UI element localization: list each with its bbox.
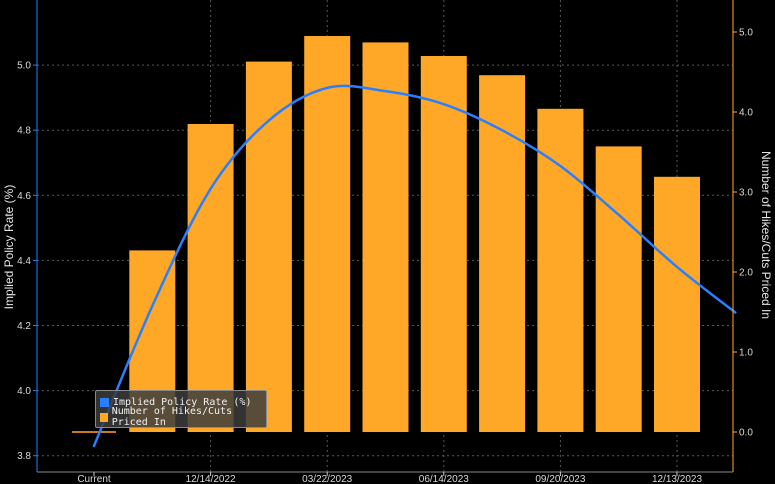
- x-ticks: Current 12/14/2022 03/22/2023 06/14/2023 09/…: [77, 472, 702, 484]
- bar-4: [304, 36, 351, 432]
- right-tick-label: 4.0: [739, 108, 753, 119]
- implied-rate-line: [92, 84, 737, 448]
- left-tick-label: 5.0: [17, 61, 31, 72]
- left-tick-label: 4.4: [17, 256, 31, 267]
- right-y-axis-label: Number of Hikes/Cuts Priced In: [759, 151, 773, 319]
- legend-item-rate: Implied Policy Rate (%): [100, 395, 251, 409]
- bar-2: [187, 124, 234, 432]
- x-tick-label: 09/20/2023: [535, 474, 585, 484]
- right-tick-label: 2.0: [739, 268, 753, 279]
- right-tick-label: 1.0: [739, 348, 753, 359]
- right-y-ticks: 0.0 1.0 2.0 3.0 4.0 5.0: [733, 28, 753, 439]
- x-tick-label: 12/13/2023: [652, 474, 702, 484]
- left-y-axis-label: Implied Policy Rate (%): [2, 185, 16, 310]
- axes: [36, 0, 734, 473]
- bar-9: [595, 146, 642, 432]
- x-tick-label: Current: [77, 474, 111, 484]
- left-tick-label: 4.8: [17, 126, 31, 137]
- left-tick-label: 3.8: [17, 451, 31, 462]
- left-tick-label: 4.2: [17, 321, 31, 332]
- bar-8: [537, 108, 584, 433]
- bar-series: [72, 36, 700, 433]
- x-tick-label: 12/14/2022: [186, 474, 236, 484]
- legend-swatch-blue: [100, 397, 109, 407]
- bar-7: [479, 75, 526, 432]
- bar-10: [654, 176, 700, 432]
- left-tick-label: 4.6: [17, 191, 31, 202]
- right-tick-label: 5.0: [739, 28, 753, 39]
- legend-label-hikes: Number of Hikes/Cuts Priced In: [111, 406, 233, 428]
- legend-label-rate: Implied Policy Rate (%): [113, 396, 252, 408]
- x-tick-label: 06/14/2023: [419, 474, 469, 484]
- bar-3: [245, 61, 292, 432]
- legend-item-hikes: Number of Hikes/Cuts Priced In: [100, 406, 266, 428]
- x-tick-label: 03/22/2023: [302, 474, 352, 484]
- line-series: [92, 84, 737, 448]
- bar-6: [420, 56, 467, 432]
- legend: Implied Policy Rate (%) Number of Hikes/…: [95, 390, 267, 428]
- left-tick-label: 4.0: [17, 386, 31, 397]
- right-tick-label: 3.0: [739, 188, 753, 199]
- bar-5: [362, 42, 409, 433]
- left-y-ticks: 3.8 4.0 4.2 4.4 4.6 4.8 5.0: [17, 61, 37, 462]
- right-tick-label: 0.0: [739, 428, 753, 439]
- legend-swatch-orange: [100, 412, 108, 422]
